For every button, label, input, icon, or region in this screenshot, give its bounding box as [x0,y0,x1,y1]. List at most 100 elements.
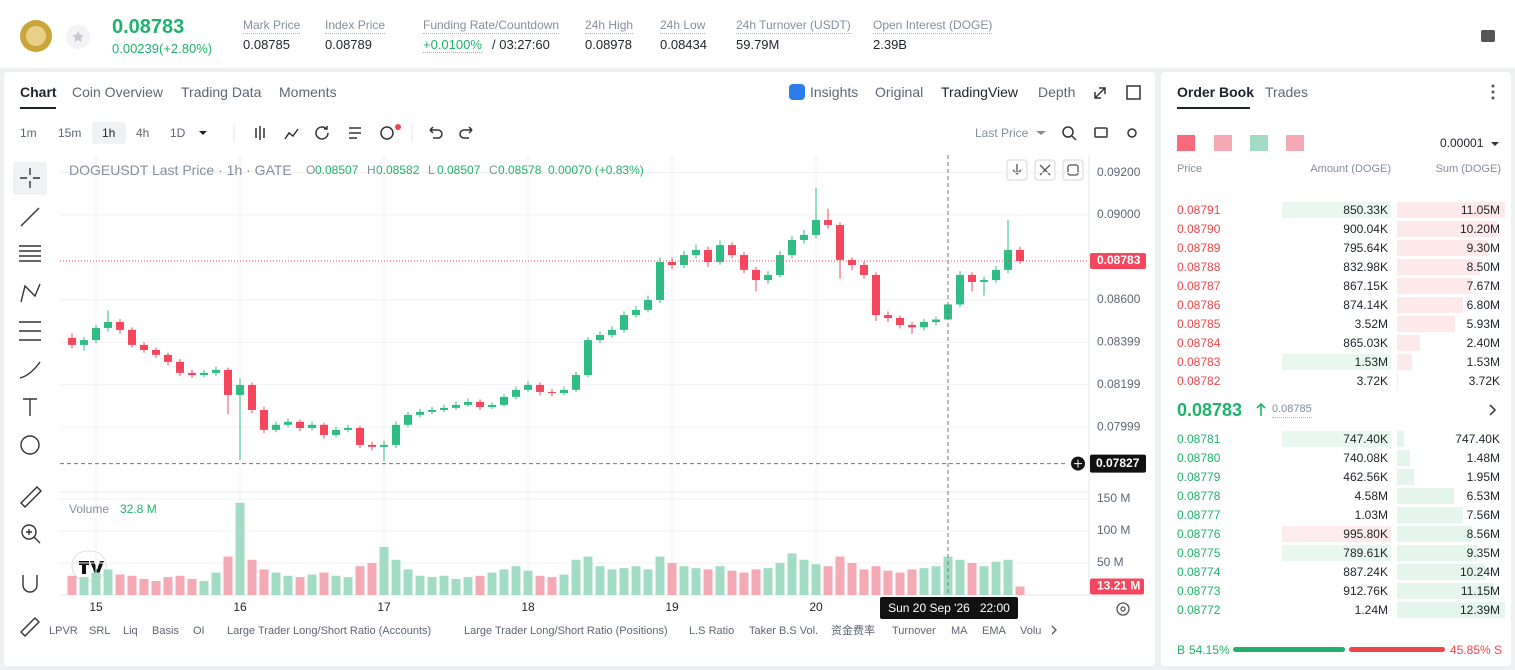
view-tab[interactable]: TradingView [941,84,1019,100]
drawing-tools[interactable] [19,168,42,637]
ask-price[interactable]: 0.08789 [1177,241,1221,255]
indicator[interactable]: Turnover [892,625,936,637]
bid-price[interactable]: 0.08776 [1177,527,1221,541]
indicator[interactable]: Large Trader Long/Short Ratio (Positions… [464,625,668,637]
volume-bar [931,566,941,595]
caret[interactable] [1036,131,1046,135]
book-view-icon[interactable] [1177,135,1195,151]
ask-price[interactable]: 0.08787 [1177,279,1221,293]
indicator[interactable]: L.S Ratio [689,625,735,637]
chevron[interactable] [1489,404,1497,416]
bid-price[interactable]: 0.08777 [1177,508,1221,522]
ask-price[interactable]: 0.08783 [1177,355,1221,369]
tab[interactable]: Moments [279,84,337,100]
volume-bar [403,569,413,595]
candle-body [512,389,520,397]
indicator[interactable]: Basis [152,625,179,637]
row-highlight [1282,545,1391,561]
price-type[interactable]: Last Price [975,126,1029,140]
ask-depth-bar [1397,259,1480,275]
caret[interactable] [199,131,207,135]
indicator[interactable]: Large Trader Long/Short Ratio (Accounts) [227,625,432,637]
ask-sum: 7.67M [1466,279,1500,293]
ask-depth-bar [1397,354,1412,370]
menu-icon[interactable] [1481,30,1495,42]
caret[interactable] [1491,142,1499,146]
buy-ratio-bar [1233,647,1345,652]
indicator[interactable]: EMA [982,625,1006,637]
volume-bar [163,577,173,595]
volume-bar [787,553,797,595]
candle-body [824,220,832,225]
candle-body [884,315,892,318]
volume-bar [211,572,221,595]
candle-body [128,329,136,345]
more-icons[interactable] [1491,84,1495,100]
bid-price[interactable]: 0.08780 [1177,451,1221,465]
bid-price[interactable]: 0.08772 [1177,603,1221,617]
tab[interactable]: Coin Overview [72,84,164,100]
interval[interactable]: 15m [58,126,82,140]
bid-price[interactable]: 0.08773 [1177,584,1221,598]
view-tab[interactable]: Original [875,84,924,100]
bid-depth-bar [1397,526,1472,542]
candle-body [224,369,232,395]
ask-price[interactable]: 0.08786 [1177,298,1221,312]
stat-label: 24h Low [660,18,706,34]
bid-price[interactable]: 0.08781 [1177,432,1221,446]
candle-body [536,384,544,392]
indicator[interactable]: Taker B.S Vol. [749,625,819,637]
volume-bar [439,575,449,595]
ask-depth-bar [1397,202,1505,218]
volume-bar [919,568,929,595]
book-tab[interactable]: Trades [1265,84,1309,100]
ask-price[interactable]: 0.08791 [1177,203,1221,217]
ask-price[interactable]: 0.08782 [1177,374,1221,388]
ask-price[interactable]: 0.08784 [1177,336,1221,350]
book-view-icon[interactable] [1250,135,1268,151]
indicator[interactable]: Volu [1020,625,1042,637]
volume-bar [991,561,1001,595]
interval[interactable]: 1D [170,126,186,140]
ask-price[interactable]: 0.08788 [1177,260,1221,274]
indicator[interactable]: OI [193,625,205,637]
bid-depth-bar [1397,469,1414,485]
ask-price[interactable]: 0.08790 [1177,222,1221,236]
interval[interactable]: 4h [136,126,150,140]
toolbar-icons[interactable] [255,85,1141,141]
view-tab[interactable]: Depth [1038,84,1076,100]
volume-bar [139,579,149,595]
bid-price[interactable]: 0.08779 [1177,470,1221,484]
chart-buttons[interactable] [1006,159,1130,635]
indicator[interactable]: MA [951,625,968,637]
bid-price[interactable]: 0.08774 [1177,565,1221,579]
indicator[interactable]: SRL [89,625,111,637]
tab[interactable]: Trading Data [181,84,262,100]
volume-bar [187,579,197,595]
bid-depth-bar [1397,583,1494,599]
indicator[interactable]: 资金费率 [831,625,875,637]
precision[interactable]: 0.00001 [1440,136,1484,150]
candle-body [92,327,100,341]
bid-amount: 1.03M [1354,508,1388,522]
book-view-icon[interactable] [1286,135,1304,151]
candle-body [464,401,472,405]
ask-amount: 874.14K [1343,298,1388,312]
book-view-icon[interactable] [1214,135,1232,151]
interval[interactable]: 1h [102,126,116,140]
bid-price[interactable]: 0.08775 [1177,546,1221,560]
bid-amount: 789.61K [1343,546,1388,560]
candle-body [596,334,604,341]
bid-price[interactable]: 0.08778 [1177,489,1221,503]
indicator[interactable]: Liq [123,625,138,637]
volume-bar [487,572,497,595]
ask-price[interactable]: 0.08785 [1177,317,1221,331]
interval[interactable]: 1m [20,126,37,140]
book-header: Amount (DOGE) [1310,163,1391,175]
last-volume-label: 13.21 M [1097,579,1140,593]
indicator[interactable]: LPVR [49,625,78,637]
tab[interactable]: Chart [20,84,57,100]
book-tab[interactable]: Order Book [1177,84,1255,100]
view-tab[interactable]: Insights [810,84,859,100]
stat-value: 0.08785 [243,37,290,52]
